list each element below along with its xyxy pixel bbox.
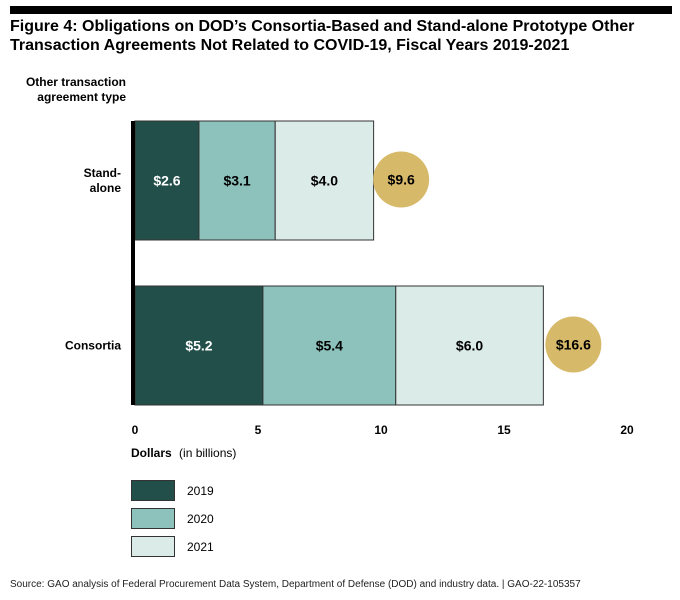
data-label: $3.1 xyxy=(223,173,250,189)
x-tick-label: 15 xyxy=(497,423,511,437)
bar-chart: Dollars (in billions) $2.6 $3.1 $4.0 $9.6 St… xyxy=(65,120,634,460)
x-axis-title-unit: (in billions) xyxy=(179,446,236,460)
category-label: Consortia xyxy=(65,339,121,353)
x-axis-title: Dollars (in billions) xyxy=(131,446,236,460)
y-axis-line xyxy=(131,121,135,405)
x-tick-label: 20 xyxy=(620,423,634,437)
bar-segment xyxy=(274,120,375,241)
bar-segment xyxy=(262,285,397,406)
legend-item: 2021 xyxy=(131,535,214,558)
legend: 2019 2020 2021 xyxy=(131,479,214,563)
bar-segment xyxy=(395,285,544,406)
bar-segment xyxy=(134,285,264,406)
legend-swatch-2021 xyxy=(131,536,175,557)
category-label-line: alone xyxy=(90,181,122,195)
legend-label-2020: 2020 xyxy=(187,511,214,526)
data-label: $5.2 xyxy=(185,338,212,354)
title-rule xyxy=(10,6,672,14)
total-badge xyxy=(373,151,430,208)
legend-swatch-2020 xyxy=(131,508,175,529)
source-note: Source: GAO analysis of Federal Procurem… xyxy=(10,579,581,590)
total-badge xyxy=(545,316,602,373)
legend-swatch-2019 xyxy=(131,480,175,501)
y-axis-title: Other transaction agreement type xyxy=(25,75,126,104)
data-label: $4.0 xyxy=(311,173,338,189)
category-label: Stand-alone xyxy=(84,166,122,195)
figure-title: Figure 4: Obligations on DOD’s Consortia… xyxy=(10,18,635,54)
data-label: $2.6 xyxy=(153,173,180,189)
x-tick-label: 5 xyxy=(255,423,262,437)
x-tick-label: 10 xyxy=(374,423,388,437)
x-tick-label: 0 xyxy=(132,423,139,437)
legend-item: 2020 xyxy=(131,507,214,530)
x-axis-title-main: Dollars xyxy=(131,446,172,460)
data-label: $5.4 xyxy=(316,338,343,354)
data-label: $6.0 xyxy=(456,338,483,354)
bar-segment xyxy=(198,120,276,241)
category-label-line: Stand- xyxy=(84,166,121,180)
legend-item: 2019 xyxy=(131,479,214,502)
legend-label-2019: 2019 xyxy=(187,483,214,498)
category-label-line: Consortia xyxy=(65,339,121,353)
total-label: $9.6 xyxy=(388,172,415,188)
legend-label-2021: 2021 xyxy=(187,539,214,554)
total-label: $16.6 xyxy=(556,337,591,353)
